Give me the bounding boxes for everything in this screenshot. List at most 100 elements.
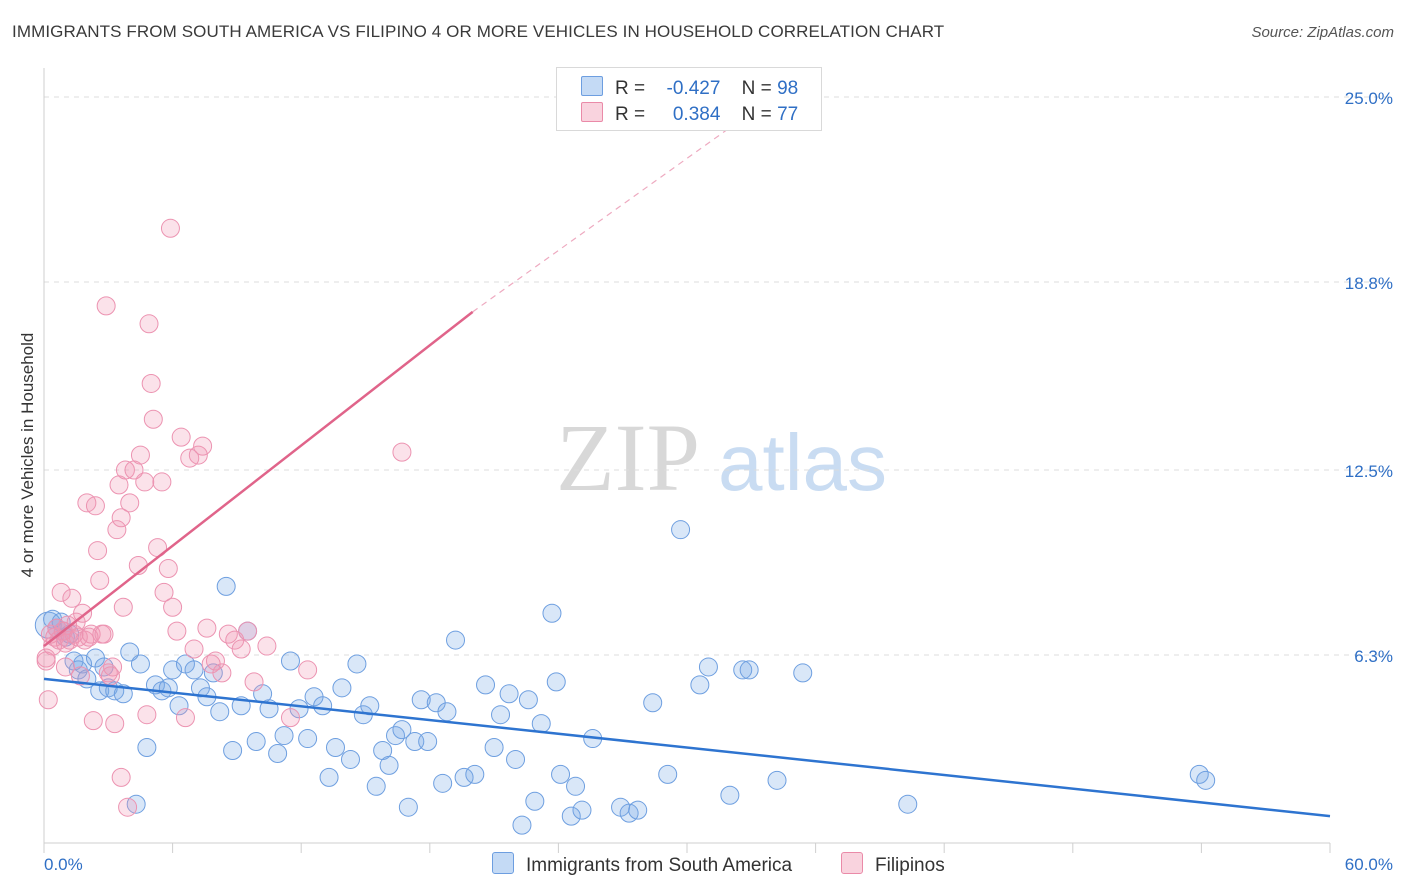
south-america-point (158, 678, 178, 698)
filipinos-point (79, 627, 99, 647)
south-america-point (690, 675, 710, 695)
south-america-point (572, 800, 592, 820)
south-america-point (698, 657, 718, 677)
filipinos-point (120, 493, 140, 513)
series-legend-label: Immigrants from South America (526, 855, 793, 876)
south-america-point (561, 806, 581, 826)
legend-r-value: -0.427 (666, 78, 721, 99)
filipinos-point (135, 472, 155, 492)
filipinos-point (118, 797, 138, 817)
filipinos-point (139, 314, 159, 334)
filipinos-point (38, 690, 58, 710)
filipinos-point (167, 621, 187, 641)
x-tick-label: 0.0% (44, 855, 83, 874)
south-america-point (411, 690, 431, 710)
legend-swatch-blue (581, 76, 603, 96)
filipinos-point (83, 711, 103, 731)
filipinos-point (280, 708, 300, 728)
filipinos-point (175, 708, 195, 728)
filipinos-point (238, 621, 258, 641)
filipinos-point (88, 541, 108, 561)
filipinos-point (105, 714, 125, 734)
legend-r-value: 0.384 (672, 104, 721, 125)
south-america-point (319, 767, 339, 787)
filipinos-point (257, 636, 277, 656)
filipinos-point (193, 436, 213, 456)
south-america-point (246, 732, 266, 752)
filipinos-point (188, 445, 208, 465)
south-america-point (531, 714, 551, 734)
series-legend-item-south-america: Immigrants from South America (492, 852, 792, 877)
filipinos-point (107, 520, 127, 540)
filipinos-point (163, 597, 183, 617)
filipinos-point (130, 445, 150, 465)
south-america-point (1196, 770, 1216, 790)
filipinos-point (392, 442, 412, 462)
legend-r-label: R = (615, 104, 646, 125)
south-america-point (491, 705, 511, 725)
legend-r-label: R = (615, 78, 646, 99)
south-america-point (437, 702, 457, 722)
filipinos-point (205, 651, 225, 671)
south-america-point (184, 660, 204, 680)
south-america-point (313, 696, 333, 716)
south-america-point (392, 720, 412, 740)
south-america-point (340, 749, 360, 769)
south-america-point (628, 800, 648, 820)
south-america-point (137, 738, 157, 758)
south-america-point (506, 749, 526, 769)
filipinos-point (62, 588, 82, 608)
south-america-point (366, 776, 386, 796)
series-legend-label: Filipinos (875, 855, 945, 876)
south-america-point (643, 693, 663, 713)
south-america-point (739, 660, 759, 680)
filipinos-point (158, 558, 178, 578)
legend-row-filipinos: R = 0.384 N = 77 (581, 102, 798, 126)
filipinos-point (137, 705, 157, 725)
filipinos-point (141, 373, 161, 393)
legend-n-label: N = (741, 78, 772, 99)
filipinos-point (197, 618, 217, 638)
south-america-point (379, 755, 399, 775)
south-america-point (120, 642, 140, 662)
series-legend: Immigrants from South America Filipinos (0, 852, 1406, 878)
south-america-point (433, 773, 453, 793)
south-america-point (274, 726, 294, 746)
south-america-trendline (43, 677, 1331, 818)
south-america-point (280, 651, 300, 671)
x-tick-label: 60.0% (1345, 855, 1393, 874)
south-america-point (542, 603, 562, 623)
correlation-legend: R = -0.427 N = 98 R = 0.384 N = 77 (556, 67, 822, 131)
south-america-point (499, 684, 519, 704)
south-america-point (733, 660, 753, 680)
south-america-point (130, 654, 150, 674)
south-america-point (446, 630, 466, 650)
filipinos-point (244, 672, 264, 692)
filipinos-point (154, 582, 174, 602)
south-america-point (566, 776, 586, 796)
filipinos-point (96, 296, 116, 316)
filipinos-point (51, 582, 71, 602)
filipinos-point (113, 597, 133, 617)
south-america-point (418, 732, 438, 752)
south-america-point (720, 785, 740, 805)
filipinos-point (171, 427, 191, 447)
watermark-zip: ZIP (556, 404, 700, 511)
south-america-point (210, 702, 230, 722)
south-america-point (113, 684, 133, 704)
south-america-point (546, 672, 566, 692)
filipinos-point (70, 666, 90, 686)
south-america-point (325, 738, 345, 758)
south-america-point (793, 663, 813, 683)
series-legend-item-filipinos: Filipinos (841, 852, 945, 877)
legend-n-label: N = (741, 104, 772, 125)
filipinos-point (85, 496, 105, 516)
south-america-point (454, 767, 474, 787)
filipinos-point (36, 651, 56, 671)
filipinos-point (55, 657, 75, 677)
south-america-point (298, 729, 318, 749)
south-america-point (268, 743, 288, 763)
filipinos-point (152, 472, 172, 492)
south-america-point (898, 794, 918, 814)
